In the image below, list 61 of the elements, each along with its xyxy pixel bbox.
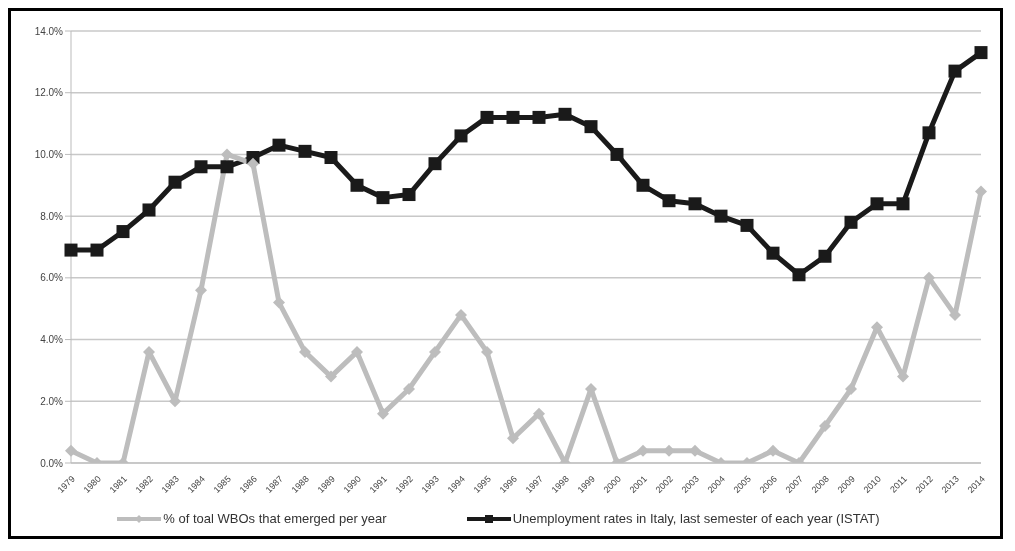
point	[767, 444, 779, 457]
point	[819, 419, 831, 432]
y-tick-label: 10.0%	[34, 148, 64, 160]
point	[896, 197, 910, 211]
point	[610, 147, 624, 161]
point	[220, 160, 234, 174]
point	[844, 215, 858, 229]
point	[168, 175, 182, 189]
point	[636, 178, 650, 192]
point	[194, 160, 208, 174]
point	[116, 225, 130, 239]
point	[558, 107, 572, 121]
point	[454, 129, 468, 143]
y-tick-label: 0.0%	[40, 457, 64, 469]
point	[818, 249, 832, 263]
legend-label: Unemployment rates in Italy, last semester of each year (ISTAT)	[512, 511, 880, 526]
point	[221, 148, 233, 161]
point	[714, 209, 728, 223]
point	[402, 188, 416, 202]
point	[533, 407, 545, 420]
point	[688, 197, 702, 211]
point	[455, 308, 467, 321]
point	[662, 194, 676, 208]
point	[766, 246, 780, 260]
point	[142, 203, 156, 217]
point	[90, 243, 104, 257]
point	[65, 444, 77, 457]
point	[480, 110, 494, 124]
point	[740, 218, 754, 232]
point	[403, 382, 415, 395]
point	[506, 110, 520, 124]
legend-label: % of toal WBOs that emerged per year	[163, 511, 387, 526]
point	[922, 126, 936, 140]
y-tick-label: 14.0%	[34, 25, 64, 37]
point	[272, 138, 286, 152]
point	[350, 178, 364, 192]
point	[507, 432, 519, 445]
point	[845, 382, 857, 395]
point	[324, 151, 338, 165]
point	[948, 64, 962, 78]
point	[792, 268, 806, 282]
y-tick-label: 2.0%	[40, 395, 64, 407]
y-tick-label: 12.0%	[34, 87, 64, 99]
point	[351, 345, 363, 358]
point	[377, 407, 389, 420]
y-tick-label: 6.0%	[40, 272, 64, 284]
point	[64, 243, 78, 257]
point	[584, 120, 598, 134]
point	[974, 46, 988, 60]
point	[376, 191, 390, 205]
point	[247, 157, 259, 170]
y-tick-label: 8.0%	[40, 210, 64, 222]
point	[298, 144, 312, 158]
point	[429, 345, 441, 358]
y-tick-label: 4.0%	[40, 334, 64, 346]
point	[481, 345, 493, 358]
point	[532, 110, 546, 124]
point	[325, 370, 337, 383]
point	[428, 157, 442, 171]
point	[299, 345, 311, 358]
point	[870, 197, 884, 211]
